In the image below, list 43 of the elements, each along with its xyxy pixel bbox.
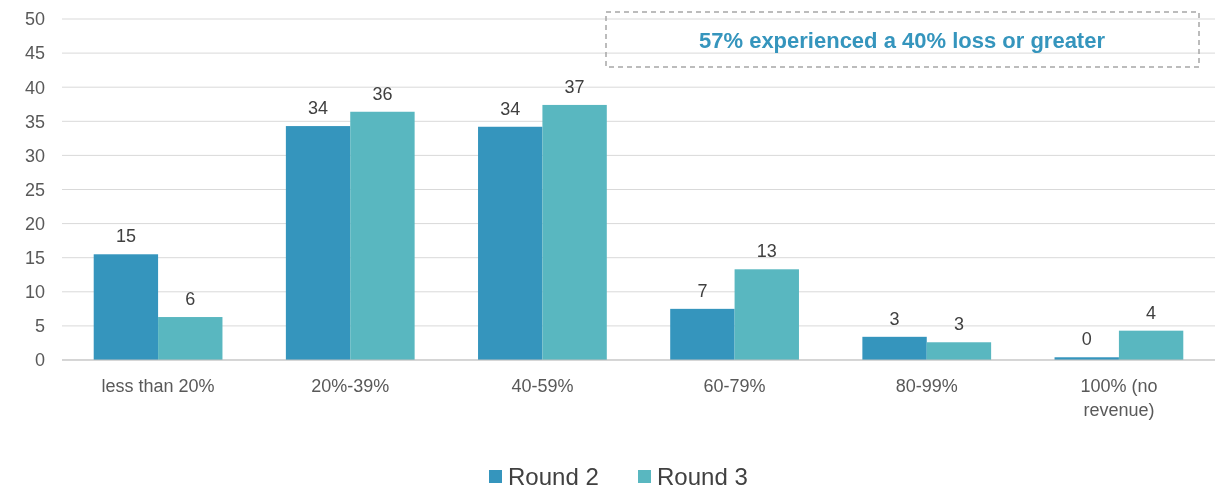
data-label: 34: [308, 98, 329, 119]
data-label: 4: [1146, 302, 1157, 323]
y-tick-label: 30: [24, 145, 45, 166]
data-label: 15: [115, 226, 136, 247]
y-tick-label: 35: [24, 111, 45, 132]
bar: [158, 317, 223, 360]
x-tick-label: 40-59%: [511, 376, 574, 396]
bar: [926, 342, 992, 360]
y-tick-label: 20: [24, 213, 45, 234]
annotation: 57% experienced a 40% loss or greater: [699, 27, 1106, 53]
data-label: 3: [889, 308, 900, 329]
data-label: 34: [500, 98, 521, 119]
data-label: 36: [372, 83, 393, 104]
bar: [542, 104, 607, 360]
bar: [93, 254, 159, 360]
bar: [285, 126, 351, 360]
y-tick-label: 45: [24, 43, 45, 64]
bar: [1118, 330, 1184, 360]
data-label: 3: [953, 314, 964, 335]
y-tick-label: 40: [24, 77, 45, 98]
bar: [734, 269, 799, 360]
y-tick-label: 15: [24, 248, 45, 268]
data-label: 37: [564, 76, 585, 97]
x-tick-label: 80-99%: [895, 376, 958, 396]
data-label: 7: [697, 280, 708, 301]
x-tick-label: less than 20%: [101, 376, 215, 396]
bar: [670, 308, 735, 360]
bar: [862, 336, 927, 360]
x-tick-label: 60-79%: [703, 376, 766, 396]
x-tick-label: 20%-39%: [311, 376, 390, 396]
legend-label: Round 2: [508, 463, 599, 490]
y-tick-label: 5: [34, 316, 45, 337]
bar: [350, 111, 415, 360]
data-label: 6: [185, 289, 196, 310]
data-label: 13: [756, 241, 777, 262]
legend-label: Round 3: [657, 463, 748, 490]
y-tick-label: 10: [24, 282, 45, 303]
data-label: 0: [1081, 329, 1092, 350]
bar: [478, 126, 543, 360]
y-tick-label: 0: [34, 350, 45, 371]
y-tick-label: 25: [24, 179, 45, 200]
x-tick-label: 100% (no revenue): [1080, 376, 1158, 420]
y-tick-label: 50: [24, 9, 45, 30]
